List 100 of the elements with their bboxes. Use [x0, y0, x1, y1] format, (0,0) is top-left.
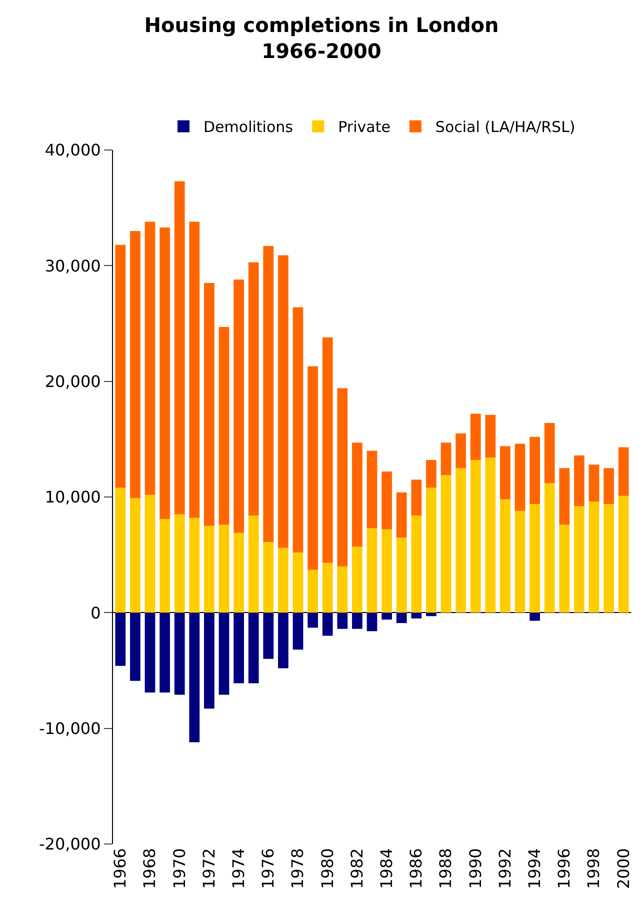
bar [382, 472, 392, 530]
bar [396, 492, 407, 538]
bar [204, 612, 214, 709]
bar [130, 230, 140, 498]
bar [263, 542, 274, 613]
x-tick-label: 1968 [140, 848, 160, 889]
y-tick-label: 0 [90, 603, 101, 622]
bar [530, 436, 540, 504]
bar [514, 444, 526, 511]
bar [559, 524, 570, 613]
bar [382, 612, 392, 620]
bar [218, 612, 230, 695]
bar [426, 460, 436, 488]
bar [144, 494, 156, 613]
bar [500, 446, 510, 500]
bar [144, 222, 156, 495]
bar [411, 612, 422, 618]
bar [263, 612, 274, 659]
bar [514, 510, 526, 613]
bar [604, 468, 614, 504]
bar [411, 516, 422, 613]
bar [115, 612, 126, 666]
x-tick-label: 1970 [170, 848, 189, 889]
bar [470, 414, 481, 460]
x-tick-label: 1994 [525, 848, 544, 889]
x-tick-label: 1978 [288, 848, 308, 889]
bar [130, 612, 140, 681]
bar [352, 442, 362, 547]
x-tick-label: 1990 [466, 848, 485, 889]
bar [440, 475, 452, 613]
bar [366, 528, 378, 613]
bar [337, 566, 348, 613]
bar [204, 526, 214, 613]
bar [352, 612, 362, 629]
bar [248, 516, 259, 613]
bar [440, 442, 452, 476]
bar [366, 450, 378, 528]
x-tick-label: 2000 [614, 848, 633, 889]
bar [618, 447, 629, 496]
bar [174, 612, 185, 695]
bar [234, 612, 244, 684]
legend-label: Private [338, 118, 390, 136]
y-tick-label: 20,000 [44, 372, 101, 391]
bar [485, 458, 496, 613]
legend-label: Social (LA/HA/RSL) [435, 118, 576, 136]
bar [500, 499, 510, 613]
bar [322, 337, 333, 563]
bar [234, 280, 244, 533]
bar [115, 244, 126, 488]
bar [204, 283, 214, 526]
bar [588, 464, 600, 502]
x-tick-label: 1966 [110, 848, 130, 889]
x-tick-label: 1976 [258, 848, 278, 889]
bar [292, 552, 304, 613]
bar [292, 612, 304, 650]
bar [130, 498, 140, 613]
bar [559, 468, 570, 525]
bar [160, 228, 170, 519]
bar [263, 246, 274, 542]
bar [530, 612, 540, 621]
y-tick-label: -10,000 [39, 718, 101, 738]
bar [278, 255, 288, 548]
x-tick-label: 1972 [199, 848, 218, 889]
y-tick-label: 40,000 [44, 140, 101, 160]
y-tick-label: 10,000 [44, 488, 101, 507]
bar [352, 546, 362, 613]
bar [292, 307, 304, 553]
x-tick-label: 1982 [347, 848, 366, 889]
chart-title: Housing completions in London 1966-2000 [144, 12, 499, 63]
bar [189, 222, 200, 518]
y-tick-label: -20,000 [39, 834, 101, 854]
bar [308, 570, 318, 613]
bar [588, 502, 600, 613]
bar [456, 433, 466, 468]
bar [278, 548, 288, 613]
y-tick-label: 30,000 [44, 256, 101, 276]
bar [485, 414, 496, 458]
x-tick-label: 1984 [377, 848, 396, 889]
bar [218, 326, 230, 525]
bar [308, 612, 318, 628]
bar [544, 483, 555, 613]
bar [337, 388, 348, 566]
bar [426, 612, 436, 616]
x-tick-label: 1974 [229, 848, 248, 889]
bar [337, 612, 348, 629]
bar [174, 181, 185, 514]
bar [234, 532, 244, 613]
x-tick-label: 1998 [584, 848, 604, 889]
bar [174, 514, 185, 613]
bar [411, 480, 422, 516]
bar [366, 612, 378, 632]
bar [456, 468, 466, 613]
bar [322, 612, 333, 636]
x-tick-label: 1992 [495, 848, 514, 889]
bar [396, 537, 407, 613]
bar [189, 518, 200, 613]
bar [426, 488, 436, 613]
bar [618, 496, 629, 613]
bar [574, 455, 584, 506]
bar [574, 506, 584, 613]
